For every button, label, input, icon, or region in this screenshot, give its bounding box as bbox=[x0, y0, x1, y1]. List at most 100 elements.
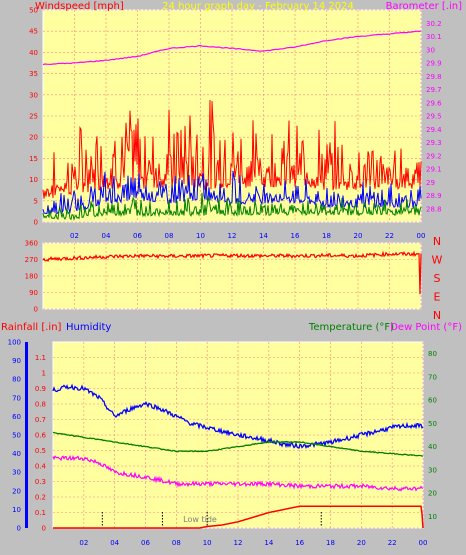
wind-direction-series bbox=[42, 250, 422, 295]
windspeed-axis-ticks: 0 5 10 15 20 25 30 35 40 45 50 bbox=[29, 7, 38, 227]
temperature-tick-label: 50 bbox=[428, 420, 437, 428]
wind-direction-series bbox=[42, 250, 422, 295]
rainfall-tick-label: 0.5 bbox=[35, 447, 46, 455]
x-tick-label: 06 bbox=[141, 539, 150, 547]
windspeed-tick-label: 45 bbox=[29, 28, 38, 36]
x-tick-label: 22 bbox=[385, 232, 394, 240]
humidity-scale-bar bbox=[25, 342, 28, 528]
compass-letter: N bbox=[433, 235, 441, 248]
x-tick-label: 16 bbox=[295, 539, 304, 547]
barometer-tick-label: 30.1 bbox=[426, 33, 442, 41]
humidity-tick-label: 20 bbox=[12, 487, 21, 495]
x-tick-label: 18 bbox=[326, 539, 335, 547]
windspeed-average-series bbox=[42, 170, 422, 215]
x-tick-label: 02 bbox=[79, 539, 88, 547]
direction-tick-label: 180 bbox=[25, 273, 38, 281]
temperature-axis-label: Temperature (°F) bbox=[308, 322, 394, 333]
barometer-tick-label: 29.8 bbox=[426, 73, 442, 81]
dewpoint-axis-label: Dew Point (°F) bbox=[390, 322, 462, 333]
hour-axis-ticks-top: 02 04 06 08 10 12 14 16 18 20 22 00 bbox=[70, 232, 425, 240]
barometer-tick-label: 29.7 bbox=[426, 86, 442, 94]
humidity-tick-label: 60 bbox=[12, 413, 21, 421]
barometer-tick-label: 29.2 bbox=[426, 152, 442, 160]
humidity-series bbox=[52, 383, 424, 450]
lower-series bbox=[52, 383, 424, 529]
humidity-axis-label: Humidity bbox=[66, 322, 111, 333]
barometer-tick-label: 29.9 bbox=[426, 60, 442, 68]
x-tick-label: 00 bbox=[417, 232, 426, 240]
windspeed-tick-label: 35 bbox=[29, 70, 38, 78]
x-tick-label: 16 bbox=[291, 232, 300, 240]
x-tick-label: 20 bbox=[357, 539, 366, 547]
rainfall-tick-label: 0.7 bbox=[35, 416, 46, 424]
humidity-tick-label: 0 bbox=[17, 525, 21, 533]
tide-markers bbox=[101, 512, 322, 527]
compass-letter: E bbox=[434, 291, 441, 304]
humidity-axis-ticks: 0 10 20 30 40 50 60 70 80 90 100 bbox=[8, 339, 21, 533]
rainfall-tick-label: 0.4 bbox=[35, 463, 47, 471]
x-tick-label: 10 bbox=[196, 232, 205, 240]
x-tick-label: 20 bbox=[354, 232, 363, 240]
x-tick-label: 04 bbox=[102, 232, 111, 240]
humidity-tick-label: 70 bbox=[12, 394, 21, 402]
windspeed-tick-label: 10 bbox=[29, 176, 38, 184]
rainfall-tick-label: 0 bbox=[42, 525, 46, 533]
rainfall-tick-label: 0.6 bbox=[35, 432, 47, 440]
temperature-tick-label: 60 bbox=[428, 397, 437, 405]
windspeed-tick-label: 20 bbox=[29, 134, 38, 142]
windspeed-tick-label: 30 bbox=[29, 91, 38, 99]
x-tick-label: 08 bbox=[172, 539, 181, 547]
direction-tick-label: 360 bbox=[25, 240, 38, 248]
windspeed-tick-label: 50 bbox=[29, 7, 38, 15]
x-tick-label: 00 bbox=[419, 539, 428, 547]
humidity-tick-label: 30 bbox=[12, 469, 21, 477]
windspeed-tick-label: 0 bbox=[34, 219, 38, 227]
rainfall-tick-label: 1.1 bbox=[35, 354, 46, 362]
barometer-tick-label: 29.3 bbox=[426, 139, 442, 147]
rainfall-tick-label: 1 bbox=[42, 370, 46, 378]
windspeed-axis-label: Windspeed [mph] bbox=[35, 1, 124, 12]
temperature-tick-label: 10 bbox=[428, 513, 437, 521]
windspeed-tick-label: 5 bbox=[34, 197, 38, 205]
direction-tick-label: 90 bbox=[29, 289, 38, 297]
hour-axis-ticks-bottom: 02 04 06 08 10 12 14 16 18 20 22 00 bbox=[79, 539, 427, 547]
barometer-series bbox=[42, 30, 422, 66]
rainfall-tick-label: 0.3 bbox=[35, 478, 46, 486]
wind-direction-axis-ticks: 0 90 180 270 360 bbox=[25, 240, 38, 314]
temperature-series bbox=[52, 431, 424, 457]
temperature-tick-label: 20 bbox=[428, 490, 437, 498]
humidity-tick-label: 90 bbox=[12, 357, 21, 365]
barometer-tick-label: 29.6 bbox=[426, 99, 442, 107]
barometer-tick-label: 29 bbox=[426, 179, 435, 187]
wind-barometer-series bbox=[42, 30, 422, 221]
barometer-tick-label: 28.8 bbox=[426, 205, 442, 213]
humidity-tick-label: 80 bbox=[12, 376, 21, 384]
barometer-tick-label: 28.9 bbox=[426, 192, 442, 200]
direction-tick-label: 0 bbox=[34, 306, 38, 314]
temperature-tick-label: 80 bbox=[428, 350, 437, 358]
barometer-tick-label: 29.4 bbox=[426, 126, 442, 134]
temperature-tick-label: 30 bbox=[428, 466, 437, 474]
temperature-tick-label: 40 bbox=[428, 443, 437, 451]
windspeed-gust-series bbox=[42, 99, 422, 199]
x-tick-label: 04 bbox=[110, 539, 119, 547]
x-tick-label: 14 bbox=[264, 539, 273, 547]
barometer-tick-label: 30 bbox=[426, 46, 435, 54]
humidity-tick-label: 100 bbox=[8, 339, 21, 347]
x-tick-label: 08 bbox=[165, 232, 174, 240]
compass-letter: W bbox=[432, 254, 443, 267]
chart-title: 24 hour graph day - February 14 2024 bbox=[162, 1, 354, 12]
barometer-tick-label: 29.5 bbox=[426, 113, 442, 121]
windspeed-tick-label: 15 bbox=[29, 155, 38, 163]
x-tick-label: 02 bbox=[70, 232, 79, 240]
barometer-axis-ticks: 28.8 28.9 29 29.1 29.2 29.3 29.4 29.5 29.6 29.7 29… bbox=[426, 20, 442, 214]
compass-letter: S bbox=[434, 272, 441, 285]
dewpoint-series bbox=[52, 455, 423, 492]
windspeed-tick-label: 40 bbox=[29, 49, 38, 57]
humidity-tick-label: 10 bbox=[12, 506, 21, 514]
low-tide-annotation: Low tide bbox=[183, 515, 217, 524]
barometer-tick-label: 29.1 bbox=[426, 166, 442, 174]
x-tick-label: 06 bbox=[133, 232, 142, 240]
humidity-tick-label: 50 bbox=[12, 432, 21, 440]
